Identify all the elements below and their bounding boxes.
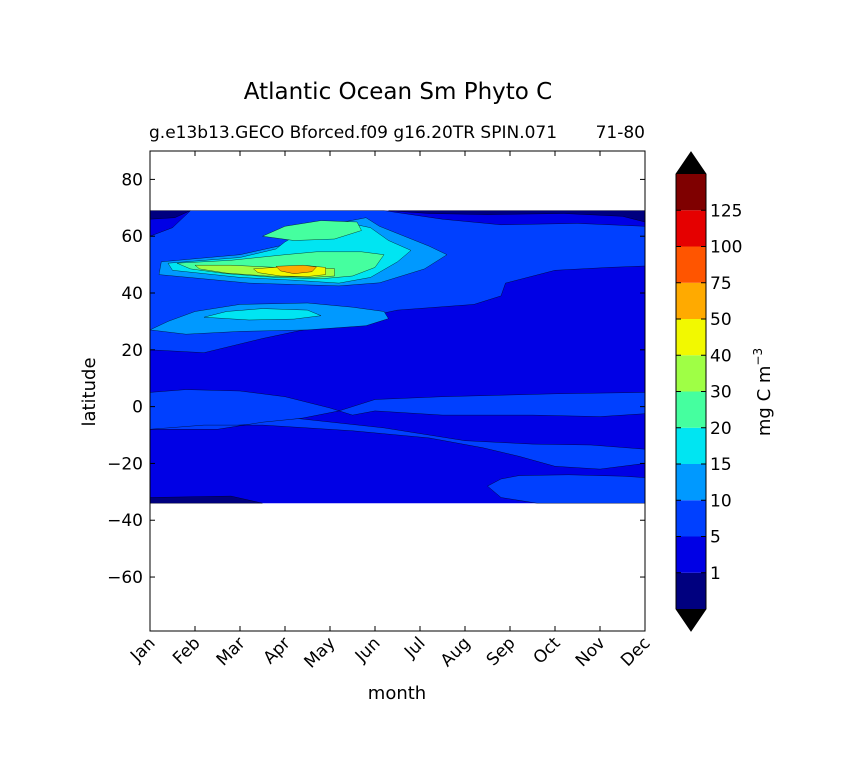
contour-region-north-high-low	[150, 210, 191, 220]
contour-region-lat32-15	[203, 308, 322, 321]
colorbar-segment	[676, 500, 706, 537]
chart-subtitle: g.e13b13.GECO Bforced.f09 g16.20TR SPIN.…	[149, 123, 557, 143]
contour-region-tropic-south-5	[150, 418, 645, 470]
x-tick-label: Sep	[483, 633, 520, 670]
colorbar-segment	[676, 427, 706, 464]
colorbar-segment	[676, 282, 706, 319]
colorbar-tick-label: 15	[710, 455, 732, 475]
contour-region-lat62-20	[261, 220, 362, 241]
colorbar-tick-label: 20	[710, 419, 732, 439]
colorbar-outline	[675, 151, 707, 632]
x-tick-label: Mar	[213, 633, 250, 670]
colorbar-tick-label: 125	[710, 201, 742, 221]
x-tick-label: Oct	[530, 633, 565, 668]
chart-title: Atlantic Ocean Sm Phyto C	[244, 79, 553, 105]
colorbar-tick-label: 5	[710, 528, 721, 548]
colorbar-tick-label: 40	[710, 346, 732, 366]
colorbar-tick-label: 30	[710, 383, 732, 403]
y-tick-label: 20	[121, 341, 143, 361]
contour-region-lat48-50	[275, 264, 318, 274]
y-tick-label: 60	[121, 227, 143, 247]
y-axis: 80 60 40 20 0 −20 −40 −60	[107, 170, 645, 588]
colorbar-label: mg C m−3	[751, 348, 775, 436]
colorbar-tick-label: 75	[710, 274, 732, 294]
colorbar-segment	[676, 391, 706, 428]
x-tick-label: Aug	[437, 633, 475, 671]
colorbar-tick-label: 1	[710, 564, 721, 584]
colorbar-segment	[676, 210, 706, 247]
x-tick-label: Apr	[260, 633, 295, 668]
contour-region-northeast-low	[388, 210, 645, 223]
colorbar-segment	[676, 464, 706, 501]
contour-region-south-east-5	[487, 474, 645, 504]
x-tick-label: Dec	[617, 633, 654, 670]
colorbar-segment	[676, 174, 706, 211]
colorbar-extend-max	[676, 152, 706, 174]
y-tick-label: 0	[132, 398, 143, 418]
plot-frame	[149, 150, 646, 632]
x-tick-label: Nov	[572, 633, 610, 671]
x-tick-label: Jul	[400, 633, 429, 662]
chart-subtitle-right: 71-80	[596, 123, 645, 143]
colorbar-segment	[676, 246, 706, 283]
colorbar-segment	[676, 536, 706, 573]
x-axis-label: month	[368, 683, 426, 704]
colorbar-tick-label: 50	[710, 310, 732, 330]
colorbar-tick-label: 100	[710, 238, 742, 258]
y-tick-label: 40	[121, 284, 143, 304]
contour-region-south-west-low	[150, 495, 263, 504]
colorbar-tick-label: 10	[710, 491, 732, 511]
colorbar-segment	[676, 319, 706, 356]
colorbar-segment	[676, 355, 706, 392]
x-tick-label: Feb	[169, 633, 204, 668]
y-axis-label: latitude	[79, 357, 100, 426]
x-tick-label: May	[301, 633, 340, 672]
x-tick-label: Jan	[126, 633, 159, 666]
colorbar-extend-min	[676, 609, 706, 631]
y-tick-label: −40	[107, 511, 143, 531]
y-tick-label: −60	[107, 568, 143, 588]
y-tick-label: 80	[121, 170, 143, 190]
colorbar-segment	[676, 572, 706, 609]
plot-area	[150, 210, 645, 504]
x-tick-label: Jun	[351, 633, 385, 667]
y-tick-label: −20	[107, 454, 143, 474]
